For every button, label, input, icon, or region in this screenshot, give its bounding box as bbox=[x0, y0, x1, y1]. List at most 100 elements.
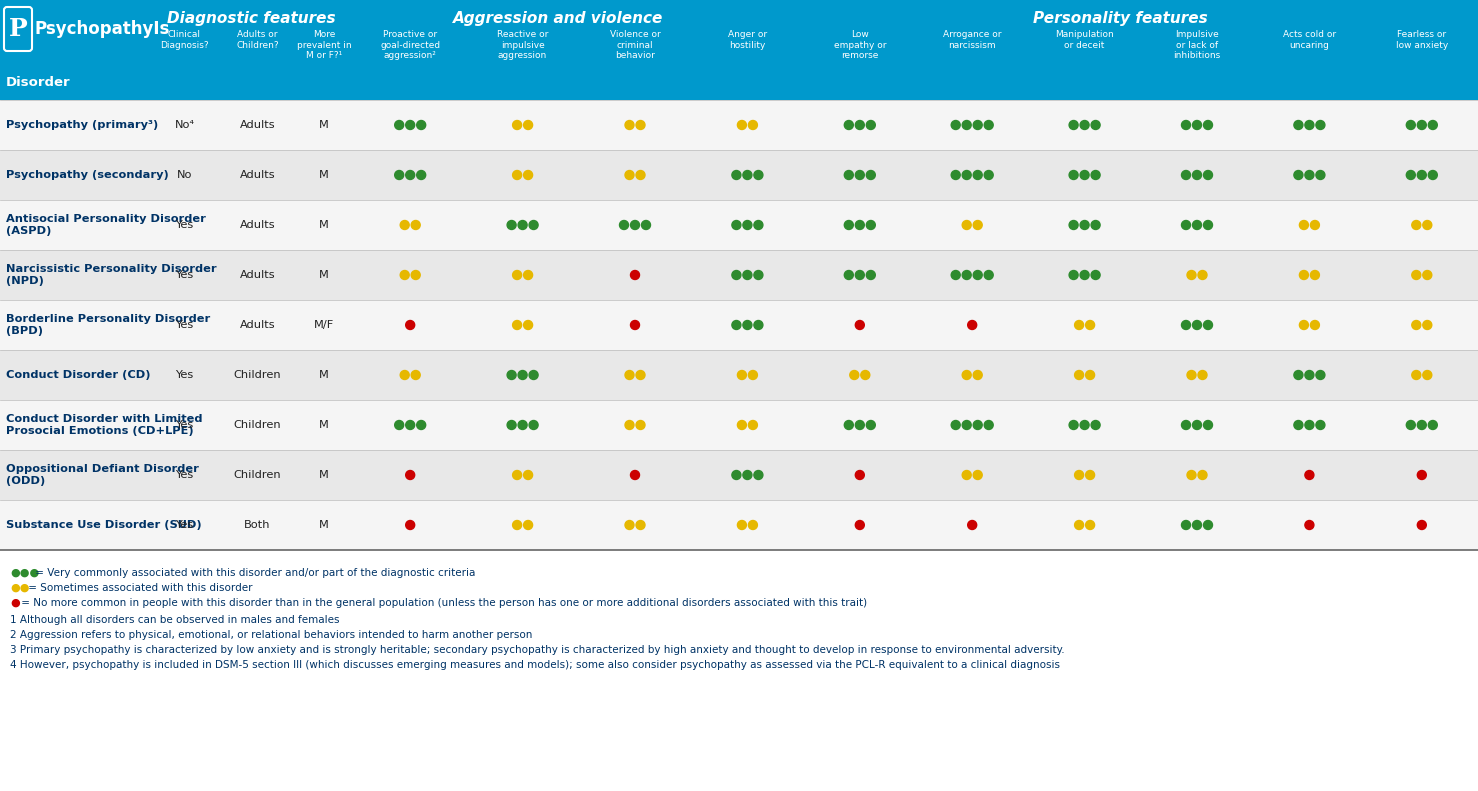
Circle shape bbox=[1305, 370, 1314, 380]
Circle shape bbox=[1080, 120, 1089, 130]
Circle shape bbox=[1293, 171, 1304, 180]
Text: ●: ● bbox=[10, 598, 19, 608]
Circle shape bbox=[1181, 171, 1190, 180]
Circle shape bbox=[952, 271, 961, 279]
Text: No⁴: No⁴ bbox=[174, 120, 195, 130]
Circle shape bbox=[1423, 221, 1432, 229]
Circle shape bbox=[631, 271, 640, 279]
Circle shape bbox=[856, 271, 865, 279]
Bar bbox=[0, 300, 1478, 350]
Bar bbox=[0, 0, 1478, 100]
Circle shape bbox=[625, 171, 634, 180]
Circle shape bbox=[513, 320, 522, 330]
Circle shape bbox=[1075, 370, 1083, 380]
Circle shape bbox=[1193, 120, 1202, 130]
Circle shape bbox=[1417, 171, 1426, 180]
Circle shape bbox=[523, 471, 532, 479]
Circle shape bbox=[1086, 370, 1095, 380]
Circle shape bbox=[866, 221, 875, 229]
Circle shape bbox=[1406, 421, 1416, 430]
Text: 3 Primary psychopathy is characterized by low anxiety and is strongly heritable;: 3 Primary psychopathy is characterized b… bbox=[10, 645, 1064, 655]
Text: Reactive or
impulsive
aggression: Reactive or impulsive aggression bbox=[497, 30, 548, 60]
Circle shape bbox=[952, 421, 961, 430]
Circle shape bbox=[962, 271, 971, 279]
Circle shape bbox=[844, 221, 853, 229]
Text: Oppositional Defiant Disorder
(ODD): Oppositional Defiant Disorder (ODD) bbox=[6, 464, 200, 486]
Circle shape bbox=[1315, 120, 1324, 130]
Circle shape bbox=[866, 171, 875, 180]
Circle shape bbox=[519, 421, 528, 430]
Circle shape bbox=[1080, 421, 1089, 430]
Circle shape bbox=[1293, 421, 1304, 430]
Circle shape bbox=[743, 320, 752, 330]
Text: Adults: Adults bbox=[239, 220, 275, 230]
Circle shape bbox=[523, 120, 532, 130]
Circle shape bbox=[1423, 320, 1432, 330]
Circle shape bbox=[1203, 171, 1212, 180]
Circle shape bbox=[856, 120, 865, 130]
Bar bbox=[0, 200, 1478, 250]
Circle shape bbox=[401, 271, 409, 279]
Circle shape bbox=[641, 221, 650, 229]
Circle shape bbox=[962, 221, 971, 229]
Text: Adults: Adults bbox=[239, 270, 275, 280]
Circle shape bbox=[417, 171, 426, 180]
Circle shape bbox=[754, 171, 763, 180]
Circle shape bbox=[1181, 421, 1190, 430]
Circle shape bbox=[754, 221, 763, 229]
Text: Children: Children bbox=[234, 470, 281, 480]
Circle shape bbox=[856, 171, 865, 180]
Circle shape bbox=[1187, 271, 1196, 279]
Circle shape bbox=[405, 421, 415, 430]
Circle shape bbox=[748, 520, 757, 529]
Circle shape bbox=[405, 171, 415, 180]
Circle shape bbox=[625, 520, 634, 529]
Text: Yes: Yes bbox=[176, 420, 194, 430]
Circle shape bbox=[984, 271, 993, 279]
Circle shape bbox=[636, 421, 644, 430]
Circle shape bbox=[748, 421, 757, 430]
Text: Children: Children bbox=[234, 370, 281, 380]
Circle shape bbox=[1193, 221, 1202, 229]
Circle shape bbox=[395, 421, 403, 430]
Circle shape bbox=[1069, 271, 1077, 279]
Circle shape bbox=[1299, 271, 1308, 279]
Circle shape bbox=[732, 171, 740, 180]
Circle shape bbox=[1091, 271, 1100, 279]
Circle shape bbox=[1181, 120, 1190, 130]
Circle shape bbox=[1069, 421, 1077, 430]
Circle shape bbox=[1293, 370, 1304, 380]
Circle shape bbox=[844, 171, 853, 180]
Circle shape bbox=[529, 370, 538, 380]
Circle shape bbox=[743, 171, 752, 180]
Circle shape bbox=[856, 320, 865, 330]
Circle shape bbox=[636, 171, 644, 180]
Circle shape bbox=[1069, 221, 1077, 229]
Text: = Sometimes associated with this disorder: = Sometimes associated with this disorde… bbox=[25, 583, 253, 593]
Circle shape bbox=[973, 271, 983, 279]
Circle shape bbox=[507, 370, 516, 380]
Circle shape bbox=[738, 120, 746, 130]
Circle shape bbox=[973, 421, 983, 430]
Text: P: P bbox=[9, 17, 28, 41]
Text: M: M bbox=[319, 120, 330, 130]
Circle shape bbox=[625, 370, 634, 380]
Text: M: M bbox=[319, 270, 330, 280]
Circle shape bbox=[1305, 520, 1314, 529]
Circle shape bbox=[1428, 421, 1437, 430]
Circle shape bbox=[1069, 120, 1077, 130]
Text: = No more common in people with this disorder than in the general population (un: = No more common in people with this dis… bbox=[18, 598, 866, 608]
Circle shape bbox=[1315, 370, 1324, 380]
Bar bbox=[0, 150, 1478, 200]
Circle shape bbox=[952, 171, 961, 180]
Text: Yes: Yes bbox=[176, 270, 194, 280]
Text: Yes: Yes bbox=[176, 370, 194, 380]
Circle shape bbox=[529, 421, 538, 430]
Circle shape bbox=[1411, 320, 1420, 330]
Text: Conduct Disorder with Limited
Prosocial Emotions (CD+LPE): Conduct Disorder with Limited Prosocial … bbox=[6, 414, 202, 436]
Text: Yes: Yes bbox=[176, 220, 194, 230]
Text: PsychopathyIs: PsychopathyIs bbox=[35, 20, 170, 38]
Circle shape bbox=[1406, 120, 1416, 130]
Circle shape bbox=[732, 221, 740, 229]
Circle shape bbox=[1181, 520, 1190, 529]
